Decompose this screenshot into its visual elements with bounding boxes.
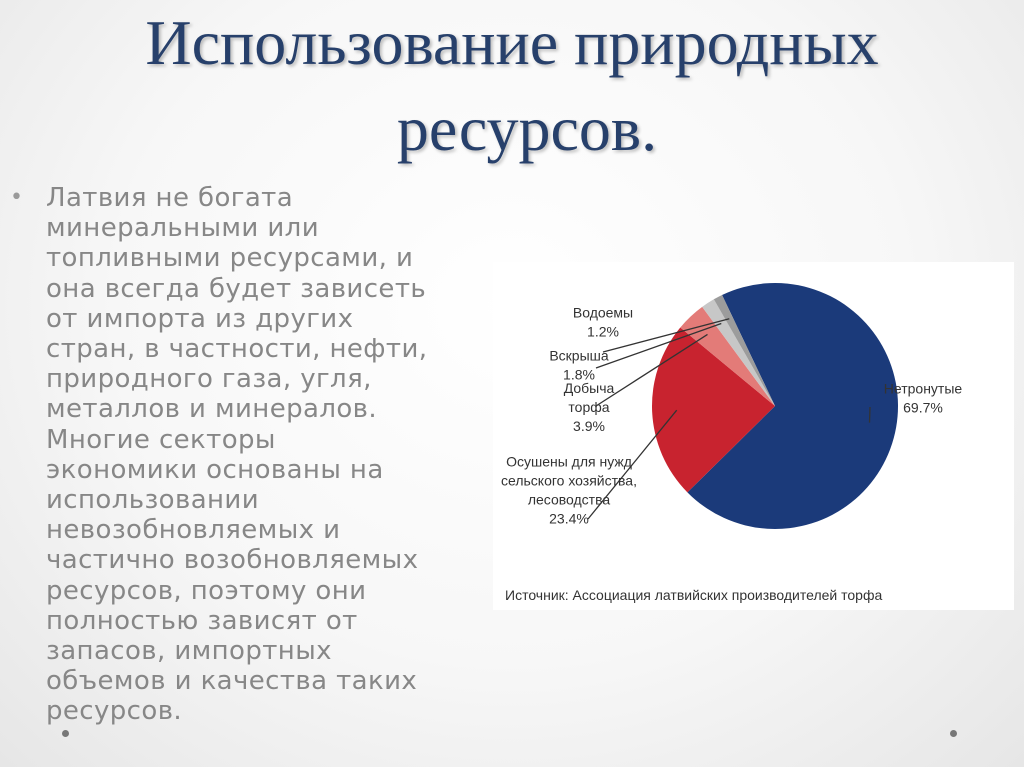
- body-line: использовании: [46, 485, 260, 516]
- body-line: стран, в частности, нефти,: [46, 334, 428, 365]
- body-line: ресурсов.: [46, 696, 183, 727]
- pie-chart: Нетронутые 69.7% Осушены для нужд сельского…: [501, 282, 963, 603]
- body-line: она всегда будет зависеть: [46, 273, 427, 304]
- body-line: от импорта из других: [46, 303, 354, 334]
- body-line: объемов и качества таких: [46, 666, 418, 697]
- slice-label: Добыча торфа 3.9%: [564, 380, 615, 434]
- pie-slice: [652, 327, 775, 493]
- slice-label: Водоемы 1.2%: [573, 305, 633, 340]
- decor-dot-right: [950, 730, 957, 737]
- pie-slice: [680, 306, 775, 406]
- body-line: топливными ресурсами, и: [46, 243, 414, 274]
- pie-slice: [713, 294, 775, 406]
- body-line: минеральными или: [46, 213, 320, 244]
- slice-label: Осушены для нужд сельского хозяйства, лесо…: [501, 454, 637, 527]
- leader-line: [595, 322, 722, 369]
- body-line: ресурсов, поэтому они: [46, 575, 367, 606]
- slice-label: Нетронутые 69.7%: [884, 381, 963, 416]
- body-line: экономики основаны на: [46, 454, 384, 485]
- pie-chart-panel: Нетронутые 69.7% Осушены для нужд сельского…: [493, 262, 1014, 610]
- body-line: Латвия не богата: [46, 183, 294, 213]
- leader-line: [868, 406, 871, 423]
- leader-line: [602, 318, 730, 353]
- title-line-1: Использование природных: [145, 7, 879, 78]
- chart-source: Источник: Ассоциация латвийских производ…: [505, 587, 882, 603]
- slice-label: Вскрыша 1.8%: [549, 348, 609, 383]
- decor-dot-left: [62, 730, 69, 737]
- pie-slice: [687, 282, 899, 529]
- body-line: запасов, импортных: [46, 636, 332, 667]
- bullet-marker: •: [10, 185, 23, 210]
- leader-line: [587, 409, 678, 520]
- leader-line: [595, 333, 708, 407]
- title-line-2: ресурсов.: [396, 93, 658, 164]
- body-line: полностью зависят от: [46, 605, 358, 636]
- pie-slice: [702, 299, 775, 406]
- body-line: Многие секторы: [46, 424, 276, 455]
- body-line: невозобновляемых и: [46, 515, 341, 546]
- body-line: частично возобновляемых: [46, 545, 419, 576]
- body-paragraph: Латвия не богата минеральными или топлив…: [46, 183, 486, 727]
- body-line: металлов и минералов.: [46, 394, 378, 425]
- body-line: природного газа, угля,: [46, 364, 372, 395]
- slide-title: Использование природных ресурсов.: [0, 0, 1024, 172]
